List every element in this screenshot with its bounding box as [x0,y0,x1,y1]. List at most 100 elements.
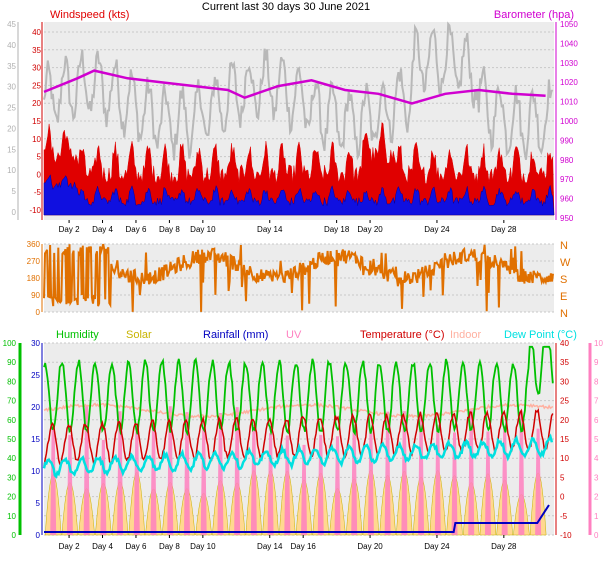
bottom-x-axis: Day 2 Day 4 Day 6 Day 8 Day 10 Day 14 Day 16 Da… [59,535,517,551]
x-tick-label: Day 28 [491,542,517,551]
secondary-tick-label: 40 [7,41,16,50]
uv-series-bar [384,411,391,535]
temperature-tick-label: -10 [560,531,572,540]
x-tick-label: Day 8 [159,542,180,551]
temperature-tick-label: 25 [560,397,569,406]
secondary-tick-label: 35 [7,62,16,71]
x-tick-label: Day 24 [424,225,450,234]
secondary-tick-label: 30 [7,83,16,92]
bottom-plot-series [42,345,554,536]
windspeed-tick-label: 30 [32,64,41,73]
temperature-tick-label: 20 [560,416,569,425]
x-tick-label: Day 20 [357,542,383,551]
windspeed-tick-label: 0 [37,170,42,179]
compass-label: N [560,240,568,252]
gust-series-line [43,21,554,161]
barometer-tick-label: 1040 [560,39,578,48]
temperature-tick-label: -5 [560,512,568,521]
uv-series-bar [401,411,408,535]
windspeed-tick-label: -10 [29,206,41,215]
uv-series-bar [267,433,274,535]
uv-series-bar [468,409,475,535]
rainfall-tick-label: 30 [31,339,40,348]
x-tick-label: Day 6 [126,542,147,551]
windspeed-axis: 40 35 30 25 20 15 10 5 0 -5 -10 [29,22,43,220]
uv-tick-label: 4 [594,454,599,463]
uv-series-bar [250,425,257,535]
humidity-tick-label: 100 [3,339,17,348]
temperature-tick-label: 35 [560,358,569,367]
top-plot-series [43,21,555,216]
rainfall-tick-label: 15 [31,435,40,444]
solar-legend: Solar [126,329,152,341]
secondary-tick-label: 15 [7,145,16,154]
humidity-tick-label: 40 [7,454,16,463]
rainfall-series-line [44,504,550,533]
rainfall-tick-label: 0 [36,531,41,540]
humidity-tick-label: 90 [7,358,16,367]
uv-series-bar [133,431,140,535]
x-tick-label: Day 6 [126,225,147,234]
secondary-tick-label: 5 [12,187,17,196]
barometer-axis: 1050 1040 1030 1020 1010 1000 990 980 970 960 950 [555,20,578,223]
wind-direction-axis: 360 270 180 90 0 [27,240,43,317]
humidity-tick-label: 80 [7,377,16,386]
humidity-tick-label: 0 [12,531,17,540]
secondary-tick-label: 10 [7,166,16,175]
windspeed-tick-label: 35 [32,46,41,55]
temperature-tick-label: 5 [560,473,565,482]
uv-tick-label: 3 [594,473,599,482]
temperature-tick-label: 40 [560,339,569,348]
uv-series-bar [117,411,124,535]
barometer-tick-label: 1030 [560,59,578,68]
dewpoint-legend: Dew Point (°C) [504,329,577,341]
humidity-legend: Humidity [56,329,99,341]
uv-series-bar [484,431,491,535]
barometer-tick-label: 950 [560,214,574,223]
temperature-legend: Temperature (°C) [360,329,444,341]
uv-tick-label: 8 [594,377,599,386]
secondary-tick-label: 45 [7,20,16,29]
uv-tick-label: 2 [594,493,599,502]
x-tick-label: Day 10 [190,225,216,234]
windspeed-axis-secondary: 45 40 35 30 25 20 15 10 5 0 [7,20,19,220]
windspeed-tick-label: -5 [34,188,42,197]
humidity-series-line [43,345,554,437]
temperature-tick-label: 15 [560,435,569,444]
chart-title: Current last 30 days 30 June 2021 [202,1,370,13]
uv-series-bar [183,412,190,535]
humidity-tick-label: 30 [7,473,16,482]
uv-tick-label: 6 [594,416,599,425]
barometer-tick-label: 960 [560,195,574,204]
humidity-tick-label: 60 [7,416,16,425]
barometer-tick-label: 1010 [560,98,578,107]
indoor-legend: Indoor [450,329,482,341]
temperature-series-line [43,408,554,466]
direction-tick-label: 180 [27,274,41,283]
uv-tick-label: 0 [594,531,599,540]
windspeed-tick-label: 25 [32,81,41,90]
rainfall-tick-label: 20 [31,403,40,412]
uv-tick-label: 5 [594,435,599,444]
x-tick-label: Day 2 [59,225,80,234]
uv-tick-label: 7 [594,397,599,406]
dewpoint-series-line [42,433,554,479]
windspeed-tick-label: 20 [32,99,41,108]
compass-label: W [560,257,571,269]
uv-series-bar [217,412,224,535]
temperature-tick-label: 30 [560,377,569,386]
temperature-tick-label: 10 [560,454,569,463]
barometer-tick-label: 990 [560,136,574,145]
barometer-tick-label: 1020 [560,78,578,87]
barometer-tick-label: 970 [560,175,574,184]
rainfall-legend: Rainfall (mm) [203,329,268,341]
x-tick-label: Day 14 [257,225,283,234]
compass-label: S [560,274,567,286]
uv-tick-label: 9 [594,358,599,367]
rainfall-tick-label: 10 [31,467,40,476]
x-tick-label: Day 4 [92,225,113,234]
uv-series-bar [234,407,241,535]
rainfall-axis: 30 25 20 15 10 5 0 [31,339,43,540]
uv-tick-label: 10 [594,339,603,348]
